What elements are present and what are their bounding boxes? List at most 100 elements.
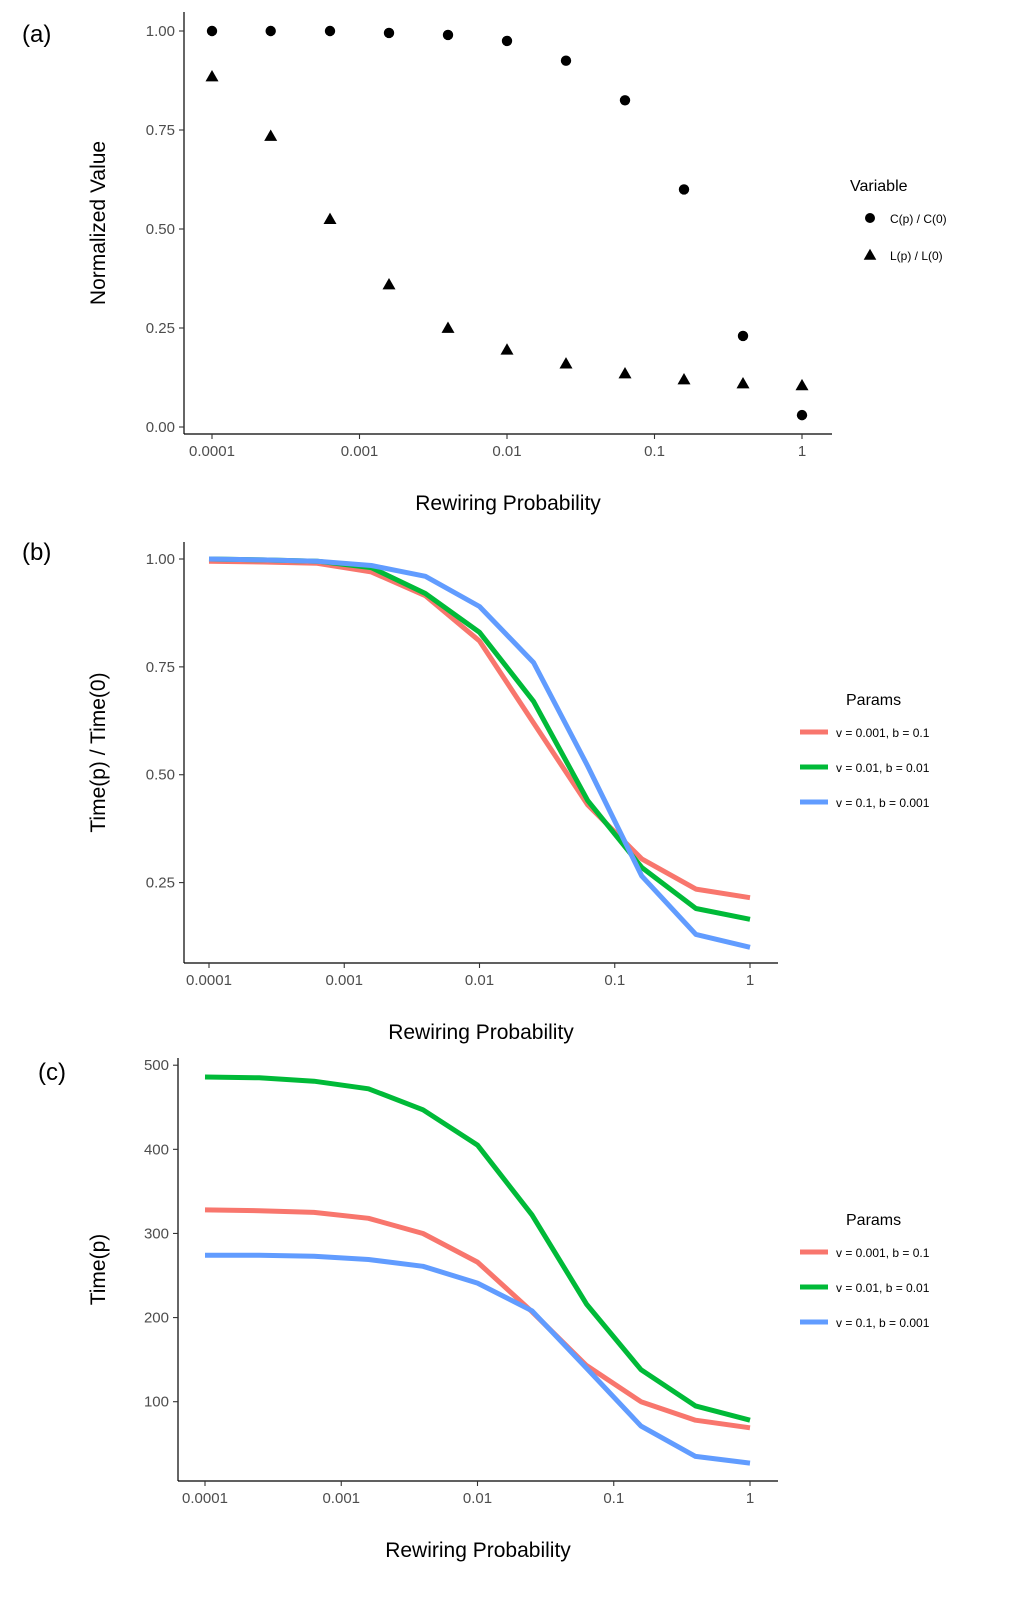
y-tick-label: 300 xyxy=(144,1225,169,1242)
legend-entry: v = 0.001, b = 0.1 xyxy=(800,726,930,740)
y-axis-title: Time(p) xyxy=(87,1234,110,1306)
data-point-circle xyxy=(737,330,749,342)
data-point-triangle xyxy=(441,321,455,333)
series-2 xyxy=(208,556,751,922)
legend-entry: v = 0.01, b = 0.01 xyxy=(800,761,930,775)
series-line xyxy=(205,1252,751,1466)
series-1 xyxy=(204,1207,751,1431)
x-tick-label: 1 xyxy=(798,443,806,460)
panel-label: (b) xyxy=(22,539,51,566)
data-point-triangle xyxy=(382,277,396,290)
x-tick-label: 0.01 xyxy=(465,972,494,989)
data-point-triangle xyxy=(795,378,809,391)
data-point-triangle xyxy=(559,357,573,369)
data-point-triangle xyxy=(677,372,691,385)
data-point-triangle xyxy=(205,70,219,82)
legend-entry: C(p) / C(0) xyxy=(865,212,947,226)
y-tick-label: 100 xyxy=(144,1394,169,1411)
series-3 xyxy=(208,556,751,950)
data-point-circle xyxy=(383,27,395,39)
data-point-circle xyxy=(324,25,336,37)
x-tick-label: 0.1 xyxy=(603,1490,624,1507)
series-line xyxy=(208,556,751,950)
legend-entry: v = 0.001, b = 0.1 xyxy=(800,1246,930,1260)
x-tick-label: 0.0001 xyxy=(182,1490,228,1507)
chart-panel-1: (a) 0.0001 0.001 0.01 0.1 1 0.00 0.25 0.50 0.75 1.… xyxy=(22,12,947,515)
y-tick-label: 0.00 xyxy=(146,419,175,436)
data-point-triangle xyxy=(264,129,278,141)
series-line xyxy=(208,558,751,901)
data-point-circle xyxy=(619,95,631,106)
legend-label: v = 0.1, b = 0.001 xyxy=(836,1316,930,1330)
legend-entry: v = 0.1, b = 0.001 xyxy=(800,796,930,810)
legend-label: L(p) / L(0) xyxy=(890,249,943,263)
data-point-triangle xyxy=(323,212,337,224)
y-tick-label: 200 xyxy=(144,1310,169,1327)
y-tick-label: 1.00 xyxy=(146,23,175,40)
legend-entry: L(p) / L(0) xyxy=(863,248,943,263)
x-tick-label: 0.0001 xyxy=(186,972,232,989)
legend-label: C(p) / C(0) xyxy=(890,212,947,226)
panel-label: (a) xyxy=(22,21,51,48)
x-tick-label: 0.001 xyxy=(322,1490,360,1507)
data-point-triangle xyxy=(618,367,632,379)
legend-label: v = 0.001, b = 0.1 xyxy=(836,726,930,740)
data-point-triangle xyxy=(736,376,750,389)
y-tick-label: 0.75 xyxy=(146,122,175,139)
legend-label: v = 0.1, b = 0.001 xyxy=(836,796,930,810)
legend-title: Variable xyxy=(850,178,908,195)
legend-label: v = 0.01, b = 0.01 xyxy=(836,1281,930,1295)
legend-entry: v = 0.01, b = 0.01 xyxy=(800,1281,930,1295)
x-tick-label: 0.01 xyxy=(492,443,521,460)
y-tick-label: 400 xyxy=(144,1141,169,1158)
series-1 xyxy=(206,25,808,421)
legend: Variable C(p) / C(0) L(p) / L(0) xyxy=(850,178,947,263)
series-1 xyxy=(208,558,751,901)
x-tick-label: 0.001 xyxy=(325,972,363,989)
y-axis-title: Normalized Value xyxy=(87,141,110,305)
series-2 xyxy=(205,70,809,391)
x-tick-label: 1 xyxy=(746,1490,754,1507)
y-tick-label: 0.25 xyxy=(146,320,175,337)
data-point-circle xyxy=(265,25,276,37)
x-axis-title: Rewiring Probability xyxy=(385,1539,571,1562)
series-3 xyxy=(205,1252,751,1466)
chart-panel-2: (b) 0.0001 0.001 0.01 0.1 1 0.25 0.50 0.75 1.00 Re… xyxy=(22,539,930,1044)
legend-key-triangle xyxy=(863,248,877,260)
x-axis-title: Rewiring Probability xyxy=(388,1021,574,1044)
data-point-circle xyxy=(206,25,218,37)
panel-label: (c) xyxy=(38,1059,66,1086)
data-point-circle xyxy=(678,184,690,195)
chart-panel-3: (c) 0.0001 0.001 0.01 0.1 1 100 200 300 400 500 Rew… xyxy=(38,1057,930,1562)
x-axis-title: Rewiring Probability xyxy=(415,492,601,515)
legend-entry: v = 0.1, b = 0.001 xyxy=(800,1316,930,1330)
y-tick-label: 0.75 xyxy=(146,659,175,676)
x-tick-label: 1 xyxy=(746,972,754,989)
y-tick-label: 1.00 xyxy=(146,551,175,568)
legend-title: Params xyxy=(846,692,901,709)
legend-label: v = 0.01, b = 0.01 xyxy=(836,761,930,775)
legend: Params v = 0.001, b = 0.1 v = 0.01, b = 0.… xyxy=(800,692,930,810)
y-tick-label: 0.50 xyxy=(146,221,175,238)
legend-label: v = 0.001, b = 0.1 xyxy=(836,1246,930,1260)
series-2 xyxy=(204,1074,751,1423)
series-line xyxy=(204,1074,751,1423)
series-line xyxy=(208,556,751,922)
y-tick-label: 0.50 xyxy=(146,767,175,784)
legend: Params v = 0.001, b = 0.1 v = 0.01, b = 0.… xyxy=(800,1212,930,1330)
y-axis-title: Time(p) / Time(0) xyxy=(87,672,110,832)
x-tick-label: 0.01 xyxy=(463,1490,492,1507)
data-point-circle xyxy=(560,55,572,66)
y-tick-label: 0.25 xyxy=(146,875,175,892)
x-tick-label: 0.0001 xyxy=(189,443,235,460)
legend-title: Params xyxy=(846,1212,901,1229)
y-tick-label: 500 xyxy=(144,1057,169,1074)
data-point-circle xyxy=(796,409,808,421)
series-line xyxy=(204,1207,751,1431)
x-tick-label: 0.1 xyxy=(604,972,625,989)
data-point-circle xyxy=(501,35,513,47)
legend-key-circle xyxy=(865,213,875,223)
data-point-triangle xyxy=(500,343,514,355)
x-tick-label: 0.001 xyxy=(341,443,379,460)
